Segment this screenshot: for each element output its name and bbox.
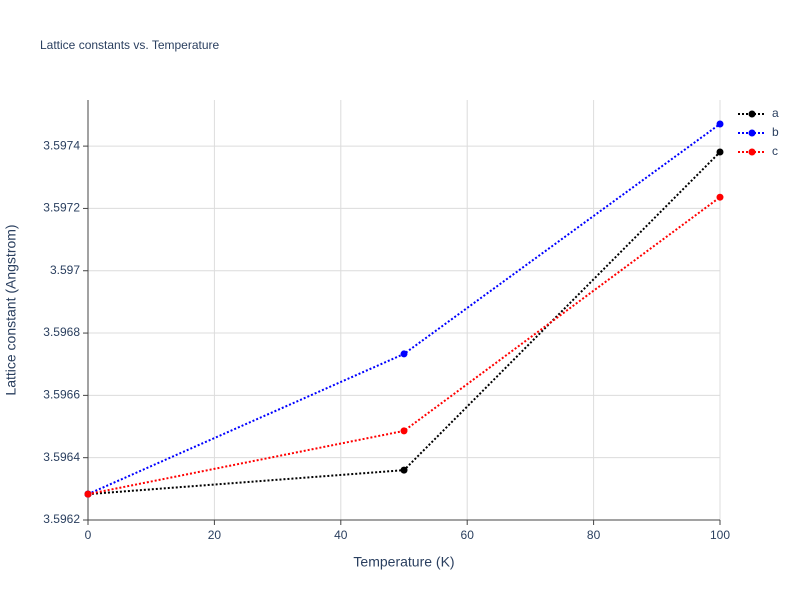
x-tick-label: 40	[334, 528, 348, 542]
x-axis-title: Temperature (K)	[353, 554, 454, 570]
y-tick-label: 3.5972	[43, 201, 80, 215]
legend-label: b	[772, 125, 779, 139]
x-tick-label: 20	[208, 528, 222, 542]
marker	[84, 490, 92, 498]
x-tick-label: 80	[587, 528, 601, 542]
legend-marker	[748, 110, 756, 118]
y-tick-label: 3.5964	[43, 450, 80, 464]
marker	[400, 466, 408, 474]
y-tick-label: 3.5974	[43, 138, 80, 152]
x-tick-label: 0	[85, 528, 92, 542]
chart-title: Lattice constants vs. Temperature	[40, 38, 220, 52]
marker	[400, 350, 408, 358]
marker	[716, 120, 724, 128]
legend-marker	[748, 148, 756, 156]
legend-marker	[748, 129, 756, 137]
legend-label: a	[772, 106, 779, 120]
x-tick-label: 100	[710, 528, 730, 542]
y-axis-title: Lattice constant (Angstrom)	[3, 224, 19, 395]
x-tick-label: 60	[461, 528, 475, 542]
y-tick-label: 3.5966	[43, 388, 80, 402]
y-tick-label: 3.5962	[43, 512, 80, 526]
marker	[716, 148, 724, 156]
marker	[400, 427, 408, 435]
legend-label: c	[772, 144, 778, 158]
y-tick-label: 3.597	[50, 263, 80, 277]
series-line	[87, 196, 721, 496]
y-tick-label: 3.5968	[43, 325, 80, 339]
marker	[716, 193, 724, 201]
